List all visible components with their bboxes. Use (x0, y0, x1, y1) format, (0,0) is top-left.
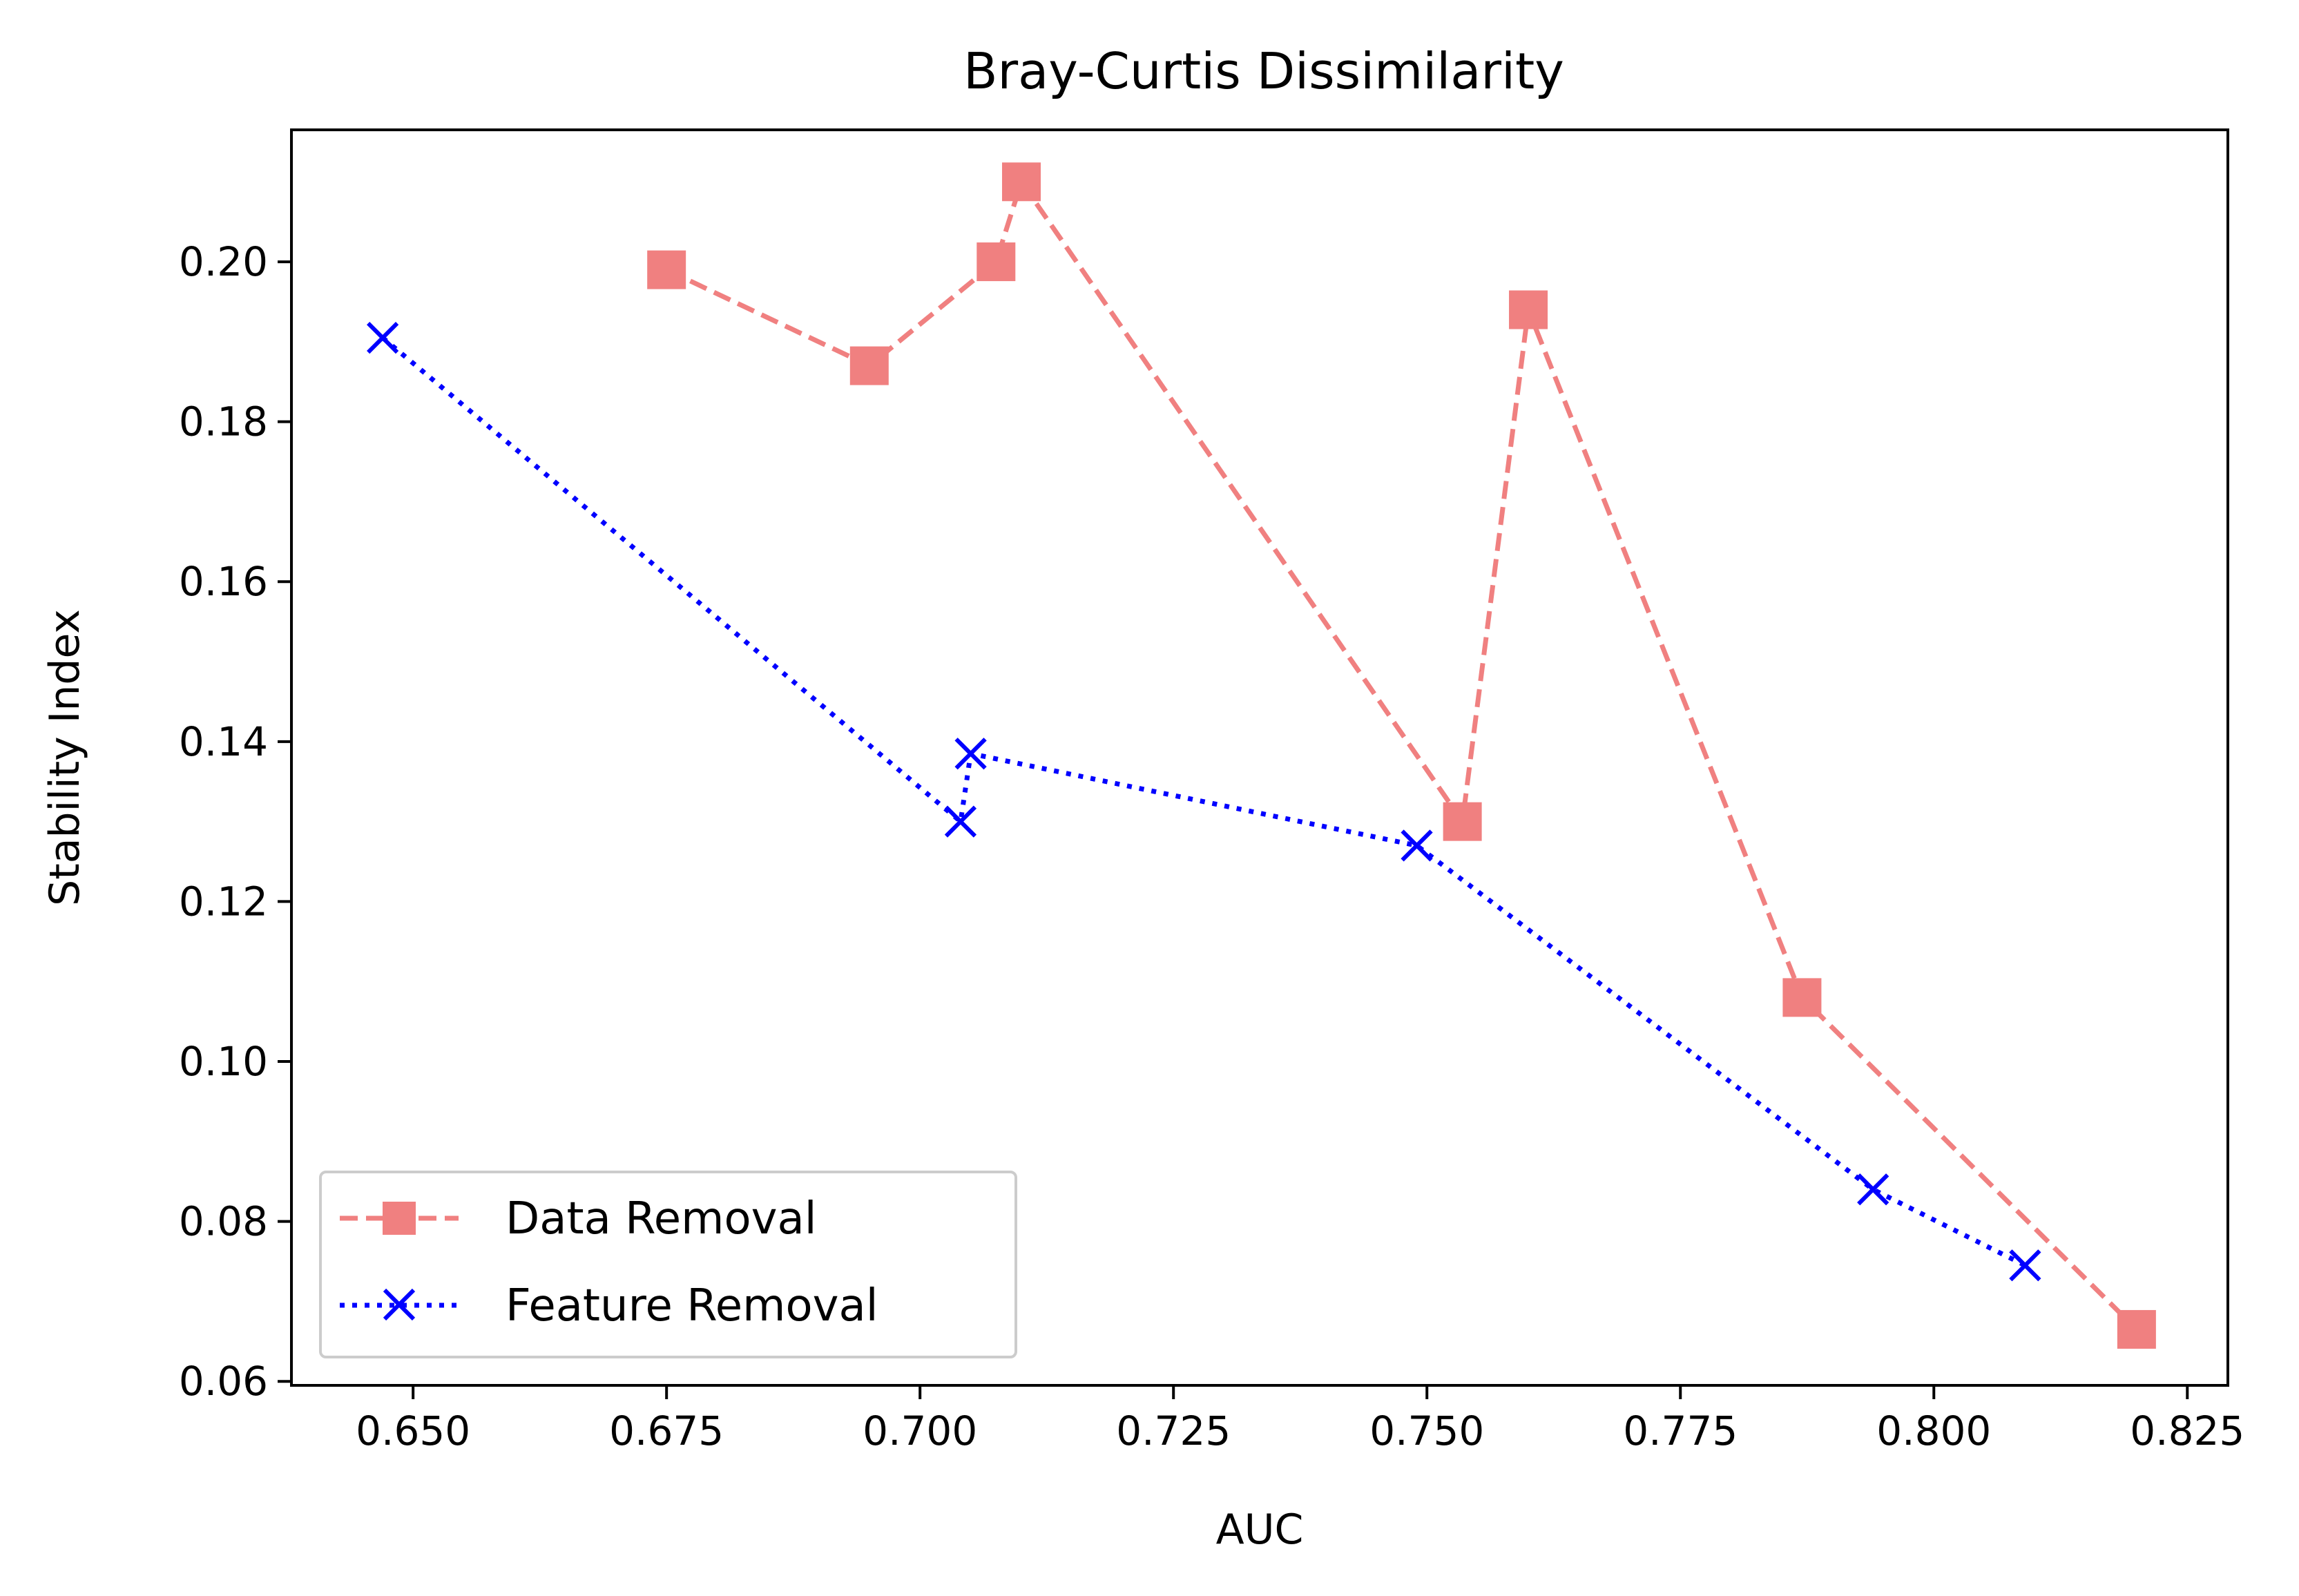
series-line-data-removal (665, 179, 2139, 1331)
data-point-data-removal (2117, 1309, 2156, 1349)
y-tick-label: 0.18 (179, 398, 268, 445)
y-tick-label: 0.08 (179, 1198, 268, 1245)
data-point-feature-removal (944, 805, 977, 838)
x-tick-label: 0.700 (863, 1407, 977, 1454)
plot-area (367, 162, 2156, 1349)
y-tick-label: 0.10 (179, 1038, 268, 1085)
legend-marker-x (383, 1288, 416, 1321)
data-point-data-removal (1509, 290, 1548, 329)
legend-label-feature-removal: Feature Removal (506, 1280, 878, 1331)
y-axis-label: Stability Index (41, 609, 89, 906)
legend: Data Removal Feature Removal (319, 1171, 1017, 1358)
axes-frame (290, 128, 2229, 1387)
y-tick-label: 0.14 (179, 718, 268, 765)
legend-label-data-removal: Data Removal (506, 1193, 817, 1244)
data-point-data-removal (1002, 162, 1041, 202)
x-tick-label: 0.825 (2130, 1407, 2244, 1454)
x-tick-label: 0.775 (1623, 1407, 1738, 1454)
data-point-data-removal (647, 250, 686, 289)
x-tick-label: 0.675 (609, 1407, 724, 1454)
data-point-data-removal (1443, 802, 1482, 841)
x-tick-label: 0.800 (1876, 1407, 1991, 1454)
data-point-feature-removal (1401, 829, 1433, 862)
data-point-data-removal (977, 242, 1016, 282)
x-axis-label: AUC (1216, 1506, 1304, 1554)
series-line-feature-removal (381, 336, 2026, 1268)
data-point-feature-removal (367, 321, 399, 354)
y-tick-label: 0.20 (179, 238, 268, 285)
data-point-data-removal (849, 346, 889, 385)
data-point-feature-removal (954, 738, 987, 770)
x-tick-label: 0.750 (1369, 1407, 1484, 1454)
data-point-data-removal (1782, 978, 1822, 1017)
y-tick-label: 0.16 (179, 558, 268, 605)
x-tick-label: 0.725 (1116, 1407, 1231, 1454)
x-tick-label: 0.650 (356, 1407, 470, 1454)
x-axis: 0.650 0.675 0.700 0.725 0.750 0.775 0.800 0.825 (356, 1385, 2244, 1454)
data-point-feature-removal (2009, 1249, 2041, 1282)
y-axis: 0.06 0.08 0.10 0.12 0.14 0.16 0.18 0.20 (179, 238, 291, 1405)
y-tick-label: 0.06 (179, 1358, 268, 1405)
y-tick-label: 0.12 (179, 878, 268, 925)
data-point-feature-removal (1857, 1173, 1889, 1206)
legend-marker-square (383, 1202, 416, 1235)
chart-title: Bray-Curtis Dissimilarity (963, 42, 1564, 100)
legend-frame (319, 1171, 1017, 1358)
